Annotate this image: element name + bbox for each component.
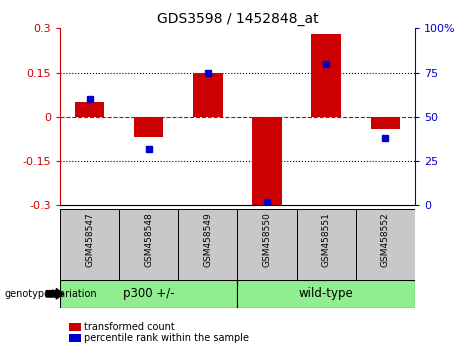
Bar	[193, 73, 223, 117]
Text: genotype/variation: genotype/variation	[5, 289, 97, 299]
Text: GSM458552: GSM458552	[381, 212, 390, 267]
Bar	[356, 209, 415, 280]
Bar	[178, 209, 237, 280]
Text: percentile rank within the sample: percentile rank within the sample	[84, 333, 249, 343]
Text: GSM458551: GSM458551	[322, 212, 331, 267]
Text: wild-type: wild-type	[299, 287, 354, 300]
Text: transformed count: transformed count	[84, 322, 175, 332]
Bar	[371, 117, 400, 129]
Bar	[119, 209, 178, 280]
Bar	[237, 209, 296, 280]
Bar	[311, 34, 341, 117]
Bar	[75, 102, 104, 117]
Bar	[60, 280, 237, 308]
Bar	[296, 209, 356, 280]
Text: GSM458550: GSM458550	[262, 212, 272, 267]
Text: p300 +/-: p300 +/-	[123, 287, 174, 300]
Bar	[237, 280, 415, 308]
Text: GSM458548: GSM458548	[144, 212, 153, 267]
Bar	[252, 117, 282, 205]
Bar	[60, 209, 119, 280]
Bar	[134, 117, 164, 137]
Text: GSM458547: GSM458547	[85, 212, 94, 267]
Title: GDS3598 / 1452848_at: GDS3598 / 1452848_at	[157, 12, 318, 26]
Text: GSM458549: GSM458549	[203, 212, 213, 267]
